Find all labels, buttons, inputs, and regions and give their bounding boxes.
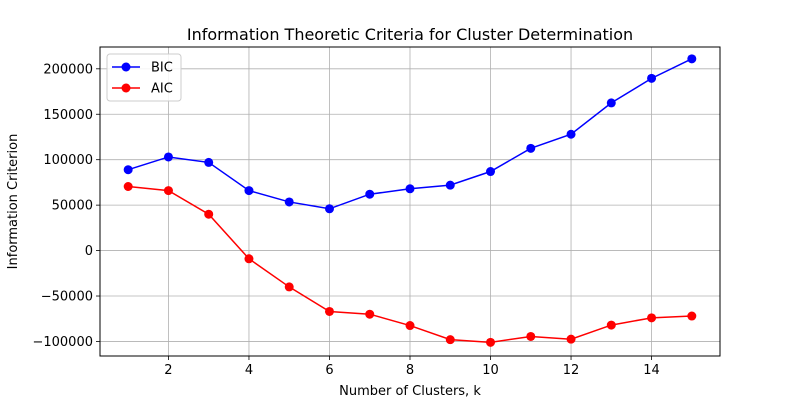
data-point-bic [687, 54, 697, 64]
data-point-bic [445, 180, 455, 190]
series-layer [123, 54, 697, 347]
legend-label-bic: BIC [151, 61, 173, 76]
data-point-aic [365, 309, 375, 319]
data-point-bic [244, 186, 254, 196]
data-point-aic [606, 320, 616, 330]
data-point-bic [365, 189, 375, 199]
x-tick-label: 12 [563, 363, 580, 378]
data-point-aic [284, 282, 294, 292]
legend-marker-bic [121, 62, 131, 72]
y-tick-label: −50000 [41, 290, 93, 305]
x-tick-label: 6 [325, 363, 333, 378]
data-point-aic [244, 254, 254, 264]
y-tick-label: −100000 [32, 335, 93, 350]
x-tick-label: 8 [406, 363, 414, 378]
data-point-aic [405, 321, 415, 331]
y-tick-label: 150000 [43, 108, 93, 123]
data-point-bic [526, 143, 536, 153]
data-point-bic [405, 184, 415, 194]
data-point-aic [123, 182, 133, 192]
x-tick-label: 4 [245, 363, 253, 378]
data-point-bic [647, 73, 657, 83]
y-tick-label: 50000 [52, 199, 93, 214]
x-tick-label: 10 [482, 363, 499, 378]
data-point-bic [324, 204, 334, 214]
grid [100, 47, 720, 356]
data-point-aic [204, 209, 214, 219]
data-point-bic [606, 98, 616, 108]
y-tick-label: 100000 [43, 153, 93, 168]
x-tick-label: 2 [164, 363, 172, 378]
y-tick-label: 0 [85, 244, 93, 259]
data-point-aic [647, 313, 657, 323]
x-tick-label: 14 [643, 363, 660, 378]
data-point-aic [445, 335, 455, 345]
data-point-aic [566, 334, 576, 344]
data-point-bic [204, 157, 214, 167]
data-point-bic [284, 197, 294, 207]
x-axis-label: Number of Clusters, k [339, 384, 481, 399]
data-point-aic [163, 186, 173, 196]
data-point-aic [324, 306, 334, 316]
legend: BIC AIC [106, 53, 182, 102]
legend-marker-aic [121, 83, 131, 93]
data-point-bic [123, 165, 133, 175]
data-point-aic [526, 331, 536, 341]
data-point-aic [486, 337, 496, 347]
y-tick-label: 200000 [43, 62, 93, 77]
legend-label-aic: AIC [151, 82, 173, 97]
chart-title: Information Theoretic Criteria for Clust… [187, 25, 633, 44]
data-point-bic [163, 152, 173, 162]
y-axis-label: Information Criterion [6, 134, 21, 270]
data-point-aic [687, 311, 697, 321]
data-point-bic [486, 167, 496, 177]
data-point-bic [566, 129, 576, 139]
ticks: 2 4 6 8 10 12 14 −100000 −50000 0 50000 100000 15000… [32, 62, 659, 378]
